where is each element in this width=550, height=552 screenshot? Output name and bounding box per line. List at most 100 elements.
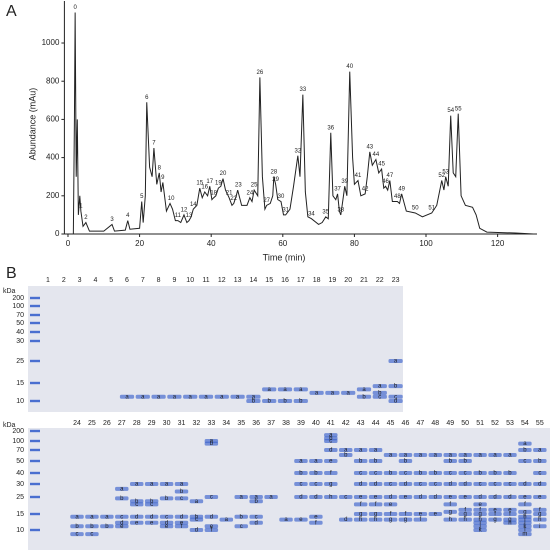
band-letter: c: [508, 482, 511, 488]
lane-label: 49: [446, 420, 454, 427]
protein-band: [294, 471, 308, 475]
band-letter: b: [434, 471, 438, 477]
lane-label: 26: [103, 420, 111, 427]
marker-band: [30, 482, 40, 486]
lane-label: 22: [376, 277, 384, 284]
protein-band: [70, 514, 84, 519]
band-letter: f: [360, 502, 362, 508]
marker-label: 100: [12, 303, 24, 310]
protein-band: [353, 471, 368, 475]
protein-band: [204, 441, 219, 446]
peak-label: 16: [201, 185, 208, 191]
band-letter: b: [464, 459, 468, 465]
band-letter: h: [523, 514, 526, 520]
protein-band: [159, 524, 174, 529]
band-letter: c: [255, 514, 258, 520]
protein-band: [503, 520, 517, 525]
lane-label: 33: [207, 420, 215, 427]
band-letter: d: [254, 520, 257, 526]
protein-band: [368, 471, 383, 475]
x-axis-label: Time (min): [263, 252, 306, 262]
band-letter: a: [195, 499, 199, 505]
band-letter: a: [404, 453, 408, 459]
marker-label: 30: [16, 481, 24, 488]
protein-band: [159, 514, 174, 519]
band-letter: i: [524, 517, 525, 523]
protein-band: [198, 394, 214, 399]
protein-band: [398, 459, 413, 463]
peak-label: 37: [334, 186, 341, 192]
peak-label: 55: [455, 106, 462, 112]
band-letter: f: [330, 471, 332, 477]
band-letter: d: [464, 482, 467, 488]
band-letter: c: [359, 471, 362, 477]
band-letter: e: [404, 495, 408, 501]
lane-label: 47: [416, 420, 424, 427]
band-letter: c: [165, 514, 168, 520]
protein-band: [518, 441, 532, 446]
protein-band: [443, 495, 457, 499]
band-letter: d: [389, 495, 392, 501]
protein-band: [368, 495, 383, 499]
lane-label: 40: [312, 420, 320, 427]
band-letter: a: [362, 387, 366, 393]
protein-band: [443, 453, 457, 458]
protein-band: [264, 495, 278, 499]
protein-band: [219, 517, 234, 522]
band-letter: c: [449, 471, 452, 477]
marker-band: [30, 313, 40, 317]
protein-band: [167, 394, 182, 399]
protein-band: [130, 502, 144, 507]
lane-label: 25: [88, 420, 96, 427]
band-letter: c: [150, 502, 153, 508]
protein-band: [204, 495, 219, 499]
lane-label: 12: [218, 277, 226, 284]
band-letter: j: [478, 524, 480, 530]
protein-band: [230, 394, 245, 399]
band-letter: d: [314, 495, 317, 501]
protein-band: [533, 471, 547, 475]
peak-label: 35: [322, 209, 329, 215]
band-letter: e: [150, 520, 154, 526]
protein-band: [383, 471, 398, 475]
band-letter: a: [220, 394, 224, 400]
peak-label: 13: [186, 213, 193, 219]
protein-band: [341, 390, 356, 395]
protein-band: [144, 499, 159, 504]
band-letter: l: [524, 528, 525, 534]
gel-background: [28, 286, 403, 412]
lane-label: 16: [281, 277, 289, 284]
band-letter: b: [180, 489, 184, 495]
lane-label: 9: [172, 277, 176, 284]
band-letter: a: [538, 448, 542, 454]
peak-label: 45: [378, 162, 385, 168]
protein-band: [443, 509, 457, 514]
protein-band: [533, 517, 547, 522]
protein-band: [262, 399, 277, 403]
marker-label: 70: [16, 447, 24, 454]
protein-band: [518, 524, 532, 529]
protein-band: [398, 482, 413, 486]
peak-label: 28: [271, 169, 278, 175]
band-letter: d: [135, 514, 138, 520]
protein-band: [458, 495, 472, 499]
band-letter: f: [315, 520, 317, 526]
peak-label: 23: [235, 183, 242, 189]
lane-label: 2: [62, 277, 66, 284]
protein-band: [183, 394, 198, 399]
protein-band: [388, 394, 403, 399]
lane-label: 55: [536, 420, 544, 427]
band-letter: c: [135, 502, 138, 508]
band-letter: f: [509, 512, 511, 518]
protein-band: [383, 453, 398, 458]
y-tick-label: 400: [46, 153, 60, 162]
band-letter: a: [141, 394, 145, 400]
peak-label: 42: [362, 186, 369, 192]
lane-label: 48: [431, 420, 439, 427]
band-letter: c: [374, 471, 377, 477]
lane-label: 46: [402, 420, 410, 427]
protein-band: [443, 517, 457, 522]
protein-band: [372, 394, 387, 399]
peak-label: 52: [438, 173, 445, 179]
